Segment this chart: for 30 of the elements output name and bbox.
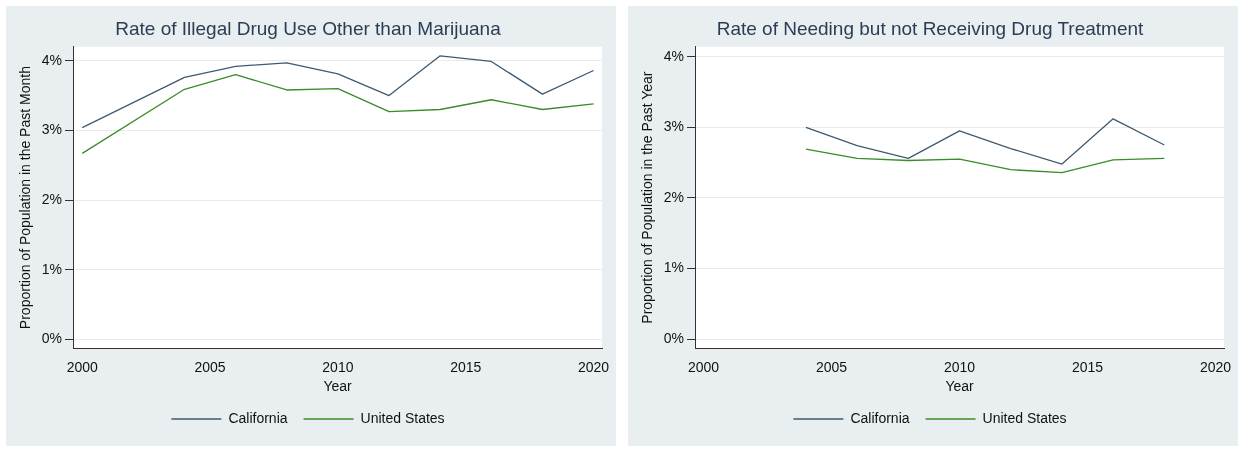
legend-label: United States (982, 409, 1067, 426)
x-tick-label: 2005 (194, 358, 226, 375)
y-axis-title: Proportion of Population in the Past Year (639, 71, 656, 324)
x-tick-label: 2020 (1199, 358, 1232, 375)
x-axis-title: Year (323, 378, 352, 395)
y-tick-label: 1% (41, 260, 63, 277)
legend-label: United States (360, 409, 445, 426)
y-tick-label: 1% (663, 259, 685, 276)
x-axis-title: Year (945, 378, 974, 395)
y-tick-label: 2% (663, 188, 685, 205)
y-tick-label: 0% (41, 330, 63, 347)
y-tick-label: 4% (41, 51, 63, 68)
x-tick-label: 2010 (943, 358, 976, 375)
x-tick-label: 2015 (450, 358, 482, 375)
y-tick-label: 2% (41, 190, 63, 207)
x-tick-label: 2005 (815, 358, 848, 375)
y-tick-label: 3% (663, 118, 685, 135)
x-tick-label: 2010 (322, 358, 354, 375)
x-tick-label: 2020 (577, 358, 610, 375)
y-tick-label: 3% (41, 121, 63, 138)
y-tick-label: 0% (663, 330, 685, 347)
y-axis-title: Proportion of Population in the Past Month (17, 66, 34, 330)
legend-label: California (228, 409, 288, 426)
x-tick-label: 2015 (1071, 358, 1104, 375)
x-tick-label: 2000 (687, 358, 720, 375)
legend-label: California (850, 409, 910, 426)
y-tick-label: 4% (663, 47, 685, 64)
chart-title: Rate of Needing but not Receiving Drug Treatment (716, 17, 1145, 39)
chart-title: Rate of Illegal Drug Use Other than Marijuana (115, 17, 502, 39)
x-tick-label: 2000 (66, 358, 99, 375)
